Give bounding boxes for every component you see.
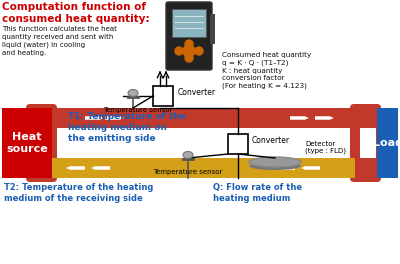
- Bar: [377, 108, 398, 178]
- Bar: [172, 9, 206, 37]
- Circle shape: [185, 40, 193, 48]
- FancyArrow shape: [66, 166, 85, 170]
- Circle shape: [183, 45, 195, 57]
- Text: Detector
(type : FLD): Detector (type : FLD): [305, 140, 346, 154]
- FancyArrow shape: [276, 166, 295, 170]
- Text: Temperature sensor: Temperature sensor: [103, 107, 173, 113]
- FancyArrow shape: [315, 116, 334, 120]
- Text: Load: Load: [372, 138, 400, 148]
- Bar: [210, 14, 215, 44]
- Ellipse shape: [183, 152, 193, 158]
- Text: Consumed heat quantity
q = K · Q · (T1–T2)
K : heat quantity
conversion factor
(: Consumed heat quantity q = K · Q · (T1–T…: [222, 52, 311, 89]
- Text: T1: Temperature of the
heating medium on
the emitting side: T1: Temperature of the heating medium on…: [68, 112, 186, 143]
- Bar: [52, 108, 355, 128]
- Ellipse shape: [249, 157, 301, 167]
- FancyBboxPatch shape: [26, 104, 57, 182]
- Circle shape: [175, 47, 183, 55]
- Bar: [153, 86, 173, 106]
- Text: Q: Flow rate of the
heating medium: Q: Flow rate of the heating medium: [213, 183, 302, 203]
- Bar: [228, 134, 248, 154]
- FancyArrow shape: [91, 166, 110, 170]
- Circle shape: [185, 54, 193, 62]
- FancyArrow shape: [105, 116, 124, 120]
- Text: Computation function of
consumed heat quantity:: Computation function of consumed heat qu…: [2, 2, 150, 23]
- FancyBboxPatch shape: [166, 2, 212, 70]
- Ellipse shape: [128, 89, 138, 97]
- Bar: [360, 128, 376, 158]
- Bar: [52, 158, 355, 178]
- FancyArrow shape: [301, 166, 320, 170]
- Circle shape: [195, 47, 203, 55]
- Bar: [2, 108, 52, 178]
- FancyArrow shape: [85, 116, 104, 120]
- Text: Heat
source: Heat source: [6, 132, 48, 154]
- Text: Converter: Converter: [178, 88, 216, 97]
- Text: T2: Temperature of the heating
medium of the receiving side: T2: Temperature of the heating medium of…: [4, 183, 153, 203]
- Ellipse shape: [249, 162, 301, 170]
- Text: This function calculates the heat
quantity received and sent with
liquid (water): This function calculates the heat quanti…: [2, 26, 117, 56]
- FancyBboxPatch shape: [350, 104, 381, 182]
- Text: Converter: Converter: [252, 136, 290, 145]
- Bar: [36, 128, 52, 158]
- FancyArrow shape: [290, 116, 309, 120]
- Text: Temperature sensor: Temperature sensor: [153, 169, 223, 175]
